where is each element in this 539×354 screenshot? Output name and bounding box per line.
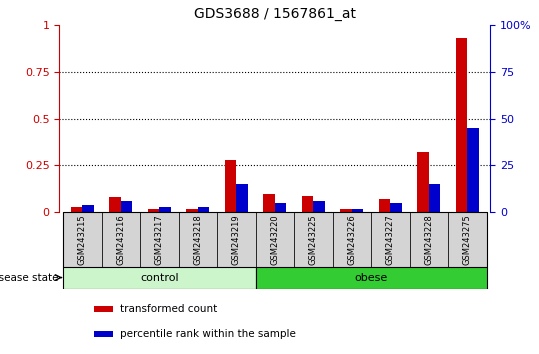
Bar <box>448 212 487 267</box>
Bar <box>371 212 410 267</box>
Bar <box>313 201 325 212</box>
Text: GSM243218: GSM243218 <box>194 214 202 265</box>
Text: GSM243215: GSM243215 <box>78 214 87 265</box>
Bar <box>71 207 82 212</box>
Bar <box>225 160 237 212</box>
Text: control: control <box>140 273 179 282</box>
Text: disease state: disease state <box>0 273 59 282</box>
Bar <box>178 212 217 267</box>
Bar <box>264 194 275 212</box>
Bar <box>140 212 178 267</box>
Bar <box>82 205 94 212</box>
Bar <box>63 267 255 289</box>
Bar <box>255 212 294 267</box>
Text: obese: obese <box>355 273 388 282</box>
Bar <box>109 198 121 212</box>
Text: GSM243225: GSM243225 <box>309 214 318 265</box>
Bar <box>94 331 113 337</box>
Bar <box>294 212 333 267</box>
Bar <box>333 212 371 267</box>
Bar <box>467 128 479 212</box>
Bar <box>237 184 248 212</box>
Bar <box>148 209 160 212</box>
Text: GSM243220: GSM243220 <box>271 214 279 265</box>
Text: transformed count: transformed count <box>120 304 217 314</box>
Bar <box>410 212 448 267</box>
Title: GDS3688 / 1567861_at: GDS3688 / 1567861_at <box>194 7 356 21</box>
Text: GSM243228: GSM243228 <box>424 214 433 265</box>
Bar <box>379 199 390 212</box>
Bar <box>456 38 467 212</box>
Bar <box>186 209 198 212</box>
Bar <box>417 152 429 212</box>
Bar <box>390 203 402 212</box>
Bar <box>198 207 210 212</box>
Bar <box>255 267 487 289</box>
Text: GSM243226: GSM243226 <box>348 214 356 265</box>
Bar <box>275 203 286 212</box>
Text: GSM243216: GSM243216 <box>116 214 126 265</box>
Bar <box>94 306 113 312</box>
Text: percentile rank within the sample: percentile rank within the sample <box>120 329 295 339</box>
Bar <box>102 212 140 267</box>
Bar <box>121 201 133 212</box>
Text: GSM243227: GSM243227 <box>386 214 395 265</box>
Text: GSM243219: GSM243219 <box>232 214 241 265</box>
Bar <box>429 184 440 212</box>
Text: GSM243275: GSM243275 <box>463 214 472 265</box>
Bar <box>302 195 313 212</box>
Bar <box>340 209 352 212</box>
Text: GSM243217: GSM243217 <box>155 214 164 265</box>
Bar <box>160 207 171 212</box>
Bar <box>217 212 255 267</box>
Bar <box>352 209 363 212</box>
Bar <box>63 212 102 267</box>
